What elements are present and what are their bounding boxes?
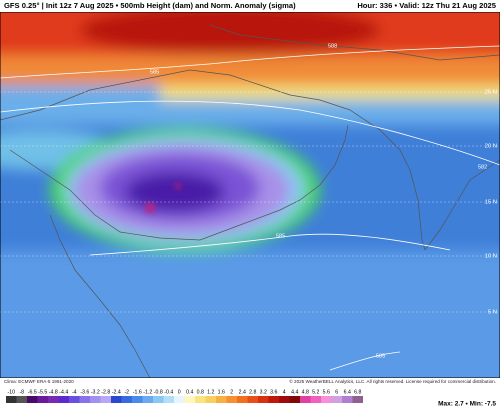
colorbar-label: 6.4 <box>344 389 351 395</box>
colorbar-label: 0.8 <box>197 389 204 395</box>
colorbar-swatch <box>205 396 216 403</box>
colorbar-swatch <box>174 396 185 403</box>
colorbar-swatch <box>58 396 69 403</box>
colorbar-swatch <box>48 396 59 403</box>
colorbar-swatch <box>352 396 363 403</box>
latitude-lines <box>0 91 500 313</box>
colorbar-label: -0.4 <box>164 389 173 395</box>
colorbar-swatch <box>121 396 132 403</box>
latitude-label: 10 N <box>485 254 497 260</box>
colorbar-swatch <box>247 396 258 403</box>
colorbar-label: 0 <box>178 389 181 395</box>
climatology-note: Clima: ECMWF ERA-5 1991-2020 <box>4 379 74 384</box>
colorbar-label: 4.8 <box>302 389 309 395</box>
colorbar-label: 3.2 <box>260 389 267 395</box>
copyright: © 2025 WeatherBELL Analytics, LLC. All r… <box>289 378 496 384</box>
contour-label: 585 <box>276 233 285 239</box>
colorbar-label: 1.2 <box>207 389 214 395</box>
contour-label: 588 <box>328 43 337 49</box>
colorbar-swatch <box>237 396 248 403</box>
colorbar-label: 2.8 <box>249 389 256 395</box>
latitude-label: 20 N <box>485 144 497 150</box>
colorbar: -10 -8 -6.5 -5.5 -4.8 -4.4 -4 -3.6 -3.2 -2.8 -2.4-… <box>6 389 363 403</box>
colorbar-swatch <box>279 396 290 403</box>
extremes: Max: 2.7 • Min: -7.5 <box>438 401 496 408</box>
colorbar-label: -0.8 <box>154 389 163 395</box>
colorbar-label: 5.6 <box>323 389 330 395</box>
colorbar-label: 6 <box>335 389 338 395</box>
colorbar-swatch <box>111 396 122 403</box>
colorbar-swatch <box>6 396 17 403</box>
colorbar-label: -4.4 <box>59 389 68 395</box>
map: 588 585 582 585 585 25 N 20 N 15 N 10 N … <box>0 12 500 378</box>
height-contours <box>0 45 500 371</box>
colorbar-swatch <box>100 396 111 403</box>
colorbar-label: 3.6 <box>270 389 277 395</box>
colorbar-swatch <box>163 396 174 403</box>
contour-label: 585 <box>150 69 159 75</box>
colorbar-label: -1.2 <box>143 389 152 395</box>
latitude-label: 15 N <box>485 200 497 206</box>
colorbar-label: -3.6 <box>80 389 89 395</box>
colorbar-swatch <box>310 396 321 403</box>
coastlines <box>0 24 500 378</box>
colorbar-label: -3.2 <box>91 389 100 395</box>
latitude-label: 5 N <box>488 310 497 316</box>
colorbar-label: -6.5 <box>28 389 37 395</box>
colorbar-label: 0.4 <box>186 389 193 395</box>
colorbar-swatch <box>16 396 27 403</box>
colorbar-swatch <box>195 396 206 403</box>
colorbar-label: -2.4 <box>112 389 121 395</box>
colorbar-label: -1.6 <box>133 389 142 395</box>
colorbar-label: -5.5 <box>38 389 47 395</box>
header-title: GFS 0.25° | Init 12z 7 Aug 2025 • 500mb … <box>4 1 296 10</box>
colorbar-swatch <box>184 396 195 403</box>
colorbar-swatch <box>79 396 90 403</box>
colorbar-label: -4 <box>72 389 77 395</box>
colorbar-swatch <box>216 396 227 403</box>
colorbar-swatch <box>142 396 153 403</box>
colorbar-swatch <box>331 396 342 403</box>
colorbar-label: 4 <box>283 389 286 395</box>
colorbar-label: -10 <box>8 389 16 395</box>
colorbar-swatch <box>258 396 269 403</box>
colorbar-swatch <box>37 396 48 403</box>
colorbar-label: 2 <box>230 389 233 395</box>
colorbar-swatch <box>268 396 279 403</box>
colorbar-swatch <box>300 396 311 403</box>
colorbar-swatch <box>90 396 101 403</box>
colorbar-label: 6.8 <box>354 389 361 395</box>
contour-label: 582 <box>478 164 487 170</box>
contour-label: 585 <box>376 353 385 359</box>
colorbar-swatch <box>27 396 38 403</box>
latitude-label: 25 N <box>485 90 497 96</box>
colorbar-swatch <box>321 396 332 403</box>
colorbar-label: -4.8 <box>49 389 58 395</box>
colorbar-label: 5.2 <box>312 389 319 395</box>
colorbar-label: 4.4 <box>291 389 298 395</box>
colorbar-swatch <box>289 396 300 403</box>
colorbar-swatch <box>153 396 164 403</box>
colorbar-swatch <box>342 396 353 403</box>
colorbar-swatch <box>226 396 237 403</box>
colorbar-label: -2.8 <box>101 389 110 395</box>
colorbar-swatch <box>69 396 80 403</box>
colorbar-label: -2 <box>124 389 129 395</box>
header-valid: Hour: 336 • Valid: 12z Thu 21 Aug 2025 <box>357 1 496 10</box>
colorbar-label: 1.6 <box>218 389 225 395</box>
colorbar-label: -8 <box>19 389 24 395</box>
colorbar-swatch <box>132 396 143 403</box>
colorbar-label: 2.4 <box>239 389 246 395</box>
